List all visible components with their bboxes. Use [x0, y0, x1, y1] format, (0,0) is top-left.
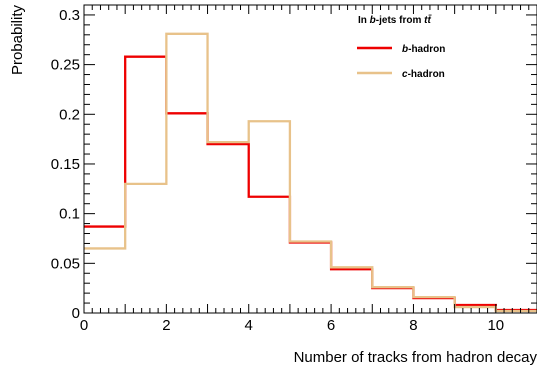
- series-layer: [84, 32, 537, 313]
- y-tick-label: 0: [72, 305, 80, 322]
- y-tick-label: 0.05: [51, 255, 80, 272]
- x-tick-label: 6: [327, 317, 335, 334]
- y-tick-label: 0.15: [51, 156, 80, 173]
- legend-label: b-hadron: [402, 44, 445, 55]
- legend-title-prefix: In: [358, 15, 370, 26]
- legend-label: c-hadron: [402, 69, 445, 80]
- legend-title-b: b: [370, 15, 376, 26]
- axis-ticks: [83, 4, 537, 314]
- y-tick-label: 0.3: [59, 7, 80, 24]
- legend: In b-jets from tt̄ b-hadron c-hadron: [357, 14, 445, 80]
- x-tick-label: 8: [409, 317, 417, 334]
- x-tick-label: 10: [487, 317, 504, 334]
- x-axis-title: Number of tracks from hadron decay: [294, 349, 537, 366]
- series-line-chadron: [84, 32, 537, 313]
- legend-title: In b-jets from tt̄: [358, 14, 432, 26]
- plot-frame: [83, 4, 537, 314]
- x-tick-label: 4: [245, 317, 253, 334]
- legend-title-mid: -jets from: [376, 15, 424, 26]
- legend-entries: b-hadron c-hadron: [357, 44, 445, 80]
- axis-tick-labels: 0 2 4 6 8 10 0 0.05 0.1 0.15 0.2 0.25 0.3: [51, 7, 504, 334]
- y-tick-label: 0.1: [59, 206, 80, 223]
- y-axis-title: Probability: [9, 5, 26, 76]
- y-tick-label: 0.25: [51, 57, 80, 74]
- y-tick-label: 0.2: [59, 106, 80, 123]
- legend-title-ttbar: tt̄: [424, 14, 432, 26]
- x-tick-label: 0: [80, 317, 88, 334]
- x-tick-label: 2: [162, 317, 170, 334]
